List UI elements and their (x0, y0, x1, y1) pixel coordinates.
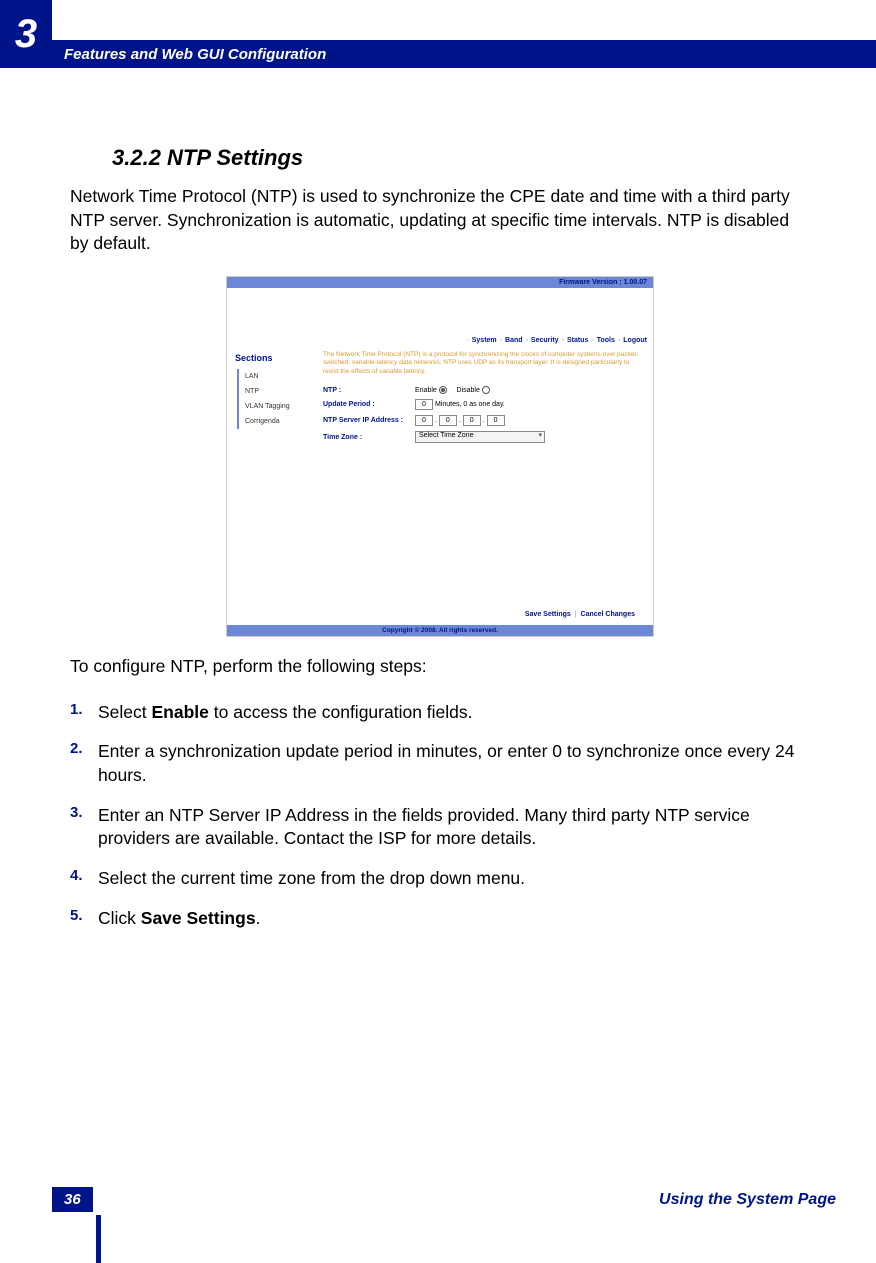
nav-logout[interactable]: Logout (623, 337, 647, 344)
nav-sep: ◦ (618, 337, 620, 344)
chapter-number: 3 (0, 0, 52, 68)
ip-octet-3[interactable]: 0 (463, 415, 481, 426)
nav-sep: ◦ (466, 337, 468, 344)
page-footer: 36 Using the System Page (52, 1187, 836, 1212)
page-number: 36 (52, 1187, 93, 1212)
step-3: 3. Enter an NTP Server IP Address in the… (70, 804, 810, 851)
cancel-changes-link[interactable]: Cancel Changes (581, 611, 635, 618)
step-text: Select the current time zone from the dr… (98, 867, 810, 891)
screenshot-logo-area (227, 288, 653, 334)
section-heading: 3.2.2 NTP Settings (112, 145, 810, 171)
page-content: 3.2.2 NTP Settings Network Time Protocol… (70, 145, 810, 946)
step-number: 5. (70, 907, 98, 931)
ip-octet-4[interactable]: 0 (487, 415, 505, 426)
screenshot-copyright: Copyright © 2008. All rights reserved. (227, 625, 653, 636)
update-period-input[interactable]: 0 (415, 399, 433, 410)
step-text: Enter a synchronization update period in… (98, 740, 810, 787)
enable-radio[interactable] (439, 386, 447, 394)
nav-security[interactable]: Security (531, 337, 559, 344)
timezone-field: Select Time Zone (415, 431, 643, 443)
timezone-row: Time Zone : Select Time Zone (323, 431, 643, 443)
nav-band[interactable]: Band (505, 337, 523, 344)
timezone-label: Time Zone : (323, 434, 415, 441)
action-divider: | (575, 611, 577, 618)
nav-sep: ◦ (525, 337, 527, 344)
ip-octet-2[interactable]: 0 (439, 415, 457, 426)
nav-sep: ◦ (500, 337, 502, 344)
update-period-row: Update Period : 0 Minutes, 0 as one day. (323, 399, 643, 410)
ip-octet-1[interactable]: 0 (415, 415, 433, 426)
ntp-enable-field: Enable Disable (415, 386, 643, 394)
screenshot-sidebar: Sections LAN NTP VLAN Tagging Corrigenda (227, 347, 319, 625)
update-period-label: Update Period : (323, 401, 415, 408)
screenshot-actions: Save Settings | Cancel Changes (323, 608, 643, 621)
timezone-select[interactable]: Select Time Zone (415, 431, 545, 443)
sections-title: Sections (235, 353, 311, 363)
ntp-ip-row: NTP Server IP Address : 0 . 0 . 0 . 0 (323, 415, 643, 426)
ntp-description: The Network Time Protocol (NTP) is a pro… (323, 351, 643, 376)
screenshot-main: The Network Time Protocol (NTP) is a pro… (319, 347, 653, 625)
step-1: 1. Select Enable to access the configura… (70, 701, 810, 725)
screenshot-container: Firmware Version : 1.00.07 ◦ System ◦ Ba… (70, 276, 810, 637)
step-4: 4. Select the current time zone from the… (70, 867, 810, 891)
footer-accent (96, 1215, 101, 1263)
step-number: 3. (70, 804, 98, 851)
intro-paragraph: Network Time Protocol (NTP) is used to s… (70, 185, 810, 256)
ntp-settings-screenshot: Firmware Version : 1.00.07 ◦ System ◦ Ba… (226, 276, 654, 637)
top-nav: ◦ System ◦ Band ◦ Security ◦ Status ◦ To… (227, 334, 653, 347)
ntp-enable-row: NTP : Enable Disable (323, 386, 643, 394)
update-period-suffix: Minutes, 0 as one day. (435, 401, 505, 408)
save-settings-link[interactable]: Save Settings (525, 611, 571, 618)
step-text: Enter an NTP Server IP Address in the fi… (98, 804, 810, 851)
nav-status[interactable]: Status (567, 337, 588, 344)
step-number: 2. (70, 740, 98, 787)
ntp-ip-label: NTP Server IP Address : (323, 417, 415, 424)
step-5: 5. Click Save Settings. (70, 907, 810, 931)
step-text: Select Enable to access the configuratio… (98, 701, 810, 725)
step-2: 2. Enter a synchronization update period… (70, 740, 810, 787)
screenshot-body: Sections LAN NTP VLAN Tagging Corrigenda… (227, 347, 653, 625)
step-number: 4. (70, 867, 98, 891)
steps-intro: To configure NTP, perform the following … (70, 655, 810, 679)
ntp-label: NTP : (323, 387, 415, 394)
sidebar-item-lan[interactable]: LAN (237, 369, 311, 384)
footer-title: Using the System Page (659, 1191, 836, 1209)
step-number: 1. (70, 701, 98, 725)
step-text: Click Save Settings. (98, 907, 810, 931)
sidebar-item-vlan[interactable]: VLAN Tagging (237, 399, 311, 414)
firmware-version: Firmware Version : 1.00.07 (227, 277, 653, 288)
chapter-title-bar: Features and Web GUI Configuration (52, 40, 876, 68)
nav-sep: ◦ (591, 337, 593, 344)
screenshot-gap (323, 448, 643, 608)
steps-list: 1. Select Enable to access the configura… (70, 701, 810, 930)
disable-radio[interactable] (482, 386, 490, 394)
update-period-field: 0 Minutes, 0 as one day. (415, 399, 643, 410)
nav-system[interactable]: System (472, 337, 497, 344)
sidebar-item-ntp[interactable]: NTP (237, 384, 311, 399)
ntp-ip-field: 0 . 0 . 0 . 0 (415, 415, 643, 426)
sidebar-item-corrigenda[interactable]: Corrigenda (237, 414, 311, 429)
nav-sep: ◦ (562, 337, 564, 344)
enable-label: Enable (415, 387, 437, 394)
disable-label: Disable (457, 387, 480, 394)
nav-tools[interactable]: Tools (597, 337, 615, 344)
